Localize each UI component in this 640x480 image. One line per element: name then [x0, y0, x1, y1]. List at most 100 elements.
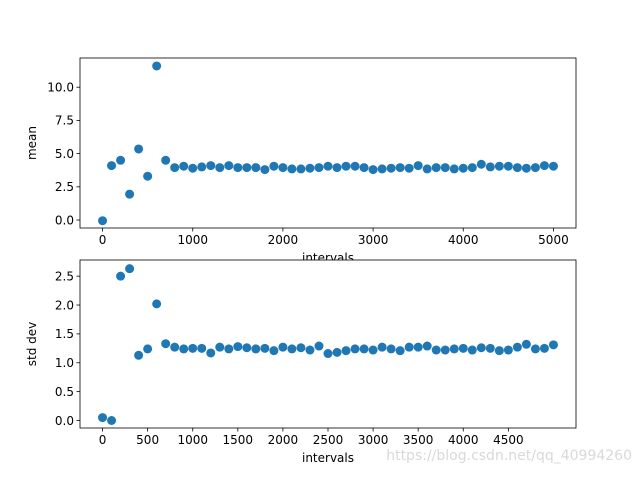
x-tick-label: 1000: [177, 233, 208, 247]
data-point: [332, 163, 342, 173]
data-point: [395, 346, 405, 356]
data-point: [485, 343, 495, 353]
data-point: [395, 163, 405, 173]
data-point: [404, 163, 414, 173]
data-point: [233, 342, 243, 352]
data-point: [305, 345, 315, 355]
data-point: [224, 344, 234, 354]
x-axis-label: intervals: [302, 451, 354, 465]
data-point: [206, 161, 216, 171]
data-point: [332, 347, 342, 357]
data-point: [170, 163, 180, 173]
data-point: [242, 343, 252, 353]
y-axis-label: std dev: [25, 322, 39, 367]
y-tick-label: 0.0: [55, 213, 74, 227]
y-axis-label: mean: [25, 126, 39, 160]
data-point: [170, 342, 180, 352]
data-point: [359, 344, 369, 354]
subplot-1: 0 1000 2000 3000 4000 50000.02.55.07.510.0int…: [25, 57, 577, 265]
y-tick-label: 2.5: [55, 180, 74, 194]
data-point: [125, 264, 135, 274]
x-tick-label: 1500: [223, 433, 254, 447]
data-point: [125, 189, 135, 199]
x-tick-label: 4000: [448, 233, 479, 247]
x-tick-label: 2500: [313, 433, 344, 447]
x-tick-label: 0: [99, 433, 107, 447]
data-point: [98, 216, 108, 226]
data-point: [458, 343, 468, 353]
subplot-2: 0 500 1000 1500 2000 2500 3000 3500 4000 4500 0.0 0…: [25, 259, 577, 465]
data-point: [179, 161, 189, 171]
data-point: [98, 413, 108, 423]
data-point: [107, 161, 117, 171]
data-point: [476, 343, 486, 353]
data-point: [449, 164, 459, 174]
data-point: [503, 161, 513, 171]
data-point: [224, 161, 234, 171]
x-tick-label: 5000: [538, 233, 569, 247]
data-point: [386, 163, 396, 173]
data-point: [278, 163, 288, 173]
data-point: [134, 350, 144, 360]
data-point: [251, 344, 261, 354]
data-point: [233, 163, 243, 173]
data-point: [314, 163, 324, 173]
data-point: [512, 163, 522, 173]
data-point: [269, 346, 279, 356]
data-point: [458, 163, 468, 173]
y-tick-label: 10.0: [47, 81, 74, 95]
data-point: [359, 163, 369, 173]
plot-frame: [79, 57, 577, 229]
data-point: [197, 343, 207, 353]
data-point: [467, 345, 477, 355]
data-point: [323, 349, 333, 359]
data-point: [368, 165, 378, 175]
data-point: [440, 163, 450, 173]
data-point: [386, 344, 396, 354]
data-point: [188, 343, 198, 353]
data-point: [134, 144, 144, 154]
x-tick-label: 2000: [268, 233, 299, 247]
data-point: [476, 159, 486, 169]
data-point: [548, 161, 558, 171]
y-tick-label: 7.5: [55, 114, 74, 128]
data-point: [197, 162, 207, 172]
data-point: [215, 163, 225, 173]
data-point: [188, 163, 198, 173]
data-point: [350, 344, 360, 354]
x-tick-label: 3000: [358, 233, 389, 247]
data-point: [260, 343, 270, 353]
data-point: [422, 341, 432, 351]
data-point: [323, 161, 333, 171]
data-point: [404, 342, 414, 352]
data-point: [377, 164, 387, 174]
x-tick-label: 4000: [448, 433, 479, 447]
data-point: [305, 163, 315, 173]
data-point: [143, 344, 153, 354]
data-point: [143, 171, 153, 181]
x-tick-label: 3500: [403, 433, 434, 447]
data-point: [251, 163, 261, 173]
data-point: [152, 61, 162, 71]
x-tick-label: 1000: [177, 433, 208, 447]
data-point: [530, 344, 540, 354]
data-point: [287, 344, 297, 354]
data-point: [242, 163, 252, 173]
data-point: [494, 346, 504, 356]
y-tick-label: 2.5: [55, 269, 74, 283]
y-tick-label: 1.0: [55, 356, 74, 370]
y-tick-label: 0.5: [55, 385, 74, 399]
x-tick-label: 3000: [358, 433, 389, 447]
data-point: [278, 342, 288, 352]
y-tick-label: 1.5: [55, 327, 74, 341]
data-point: [161, 155, 171, 165]
data-point: [422, 164, 432, 174]
y-tick-label: 2.0: [55, 298, 74, 312]
data-point: [116, 271, 126, 281]
data-point: [413, 342, 423, 352]
data-point: [314, 341, 324, 351]
data-point: [467, 163, 477, 173]
data-point: [431, 163, 441, 173]
data-point: [179, 344, 189, 354]
